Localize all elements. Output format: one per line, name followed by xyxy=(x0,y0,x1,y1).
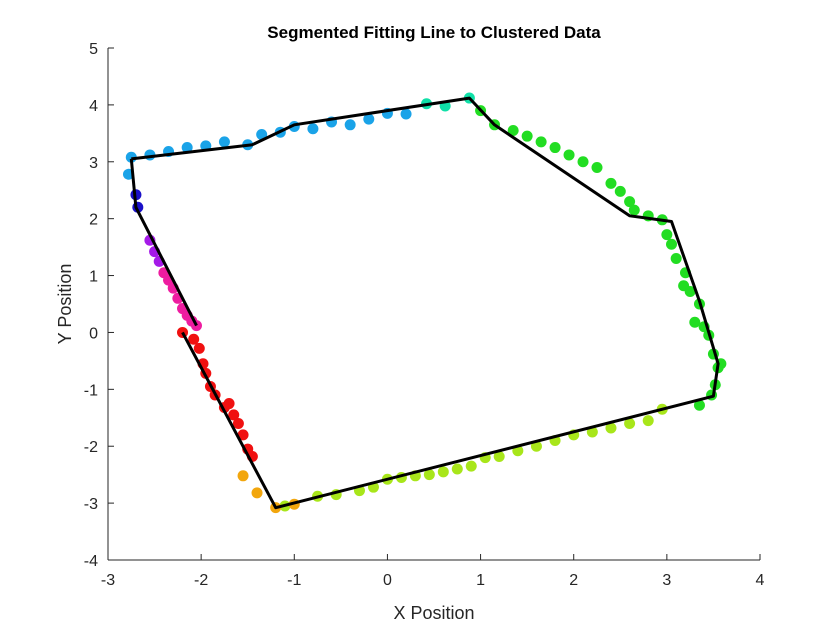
data-point xyxy=(493,450,505,462)
data-point xyxy=(251,487,263,499)
data-point xyxy=(344,119,356,131)
x-tick-label: 2 xyxy=(569,572,578,589)
data-point xyxy=(642,415,654,427)
data-point xyxy=(256,128,268,140)
data-point xyxy=(188,333,200,345)
y-tick-label: 5 xyxy=(89,41,98,58)
x-tick-label: 0 xyxy=(383,572,392,589)
data-point xyxy=(577,156,589,168)
axes xyxy=(107,48,760,561)
data-point xyxy=(693,399,705,411)
fit-lines xyxy=(129,96,720,510)
fit-line-segment xyxy=(131,96,720,510)
y-tick-label: -3 xyxy=(84,496,98,513)
data-point xyxy=(465,460,477,472)
data-point xyxy=(521,130,533,142)
data-point xyxy=(689,316,701,328)
data-point xyxy=(549,142,561,154)
data-point xyxy=(232,417,244,429)
data-point xyxy=(684,285,696,297)
data-point xyxy=(624,417,636,429)
y-tick-label: -2 xyxy=(84,439,98,456)
data-point xyxy=(223,398,235,410)
x-tick-label: -1 xyxy=(287,572,301,589)
x-tick-label: 1 xyxy=(476,572,485,589)
data-point xyxy=(605,177,617,189)
data-point xyxy=(605,422,617,434)
data-point xyxy=(591,161,603,173)
data-point xyxy=(614,185,626,197)
data-point xyxy=(451,463,463,475)
data-point xyxy=(237,470,249,482)
y-tick-label: 0 xyxy=(89,325,98,342)
scatter-marks xyxy=(122,92,727,514)
data-point xyxy=(363,113,375,125)
y-tick-label: -4 xyxy=(84,553,98,570)
y-tick-label: 1 xyxy=(89,269,98,286)
data-point xyxy=(666,238,678,250)
y-tick-label: 2 xyxy=(89,212,98,229)
data-point xyxy=(193,342,205,354)
data-point xyxy=(307,123,319,135)
data-point xyxy=(218,136,230,148)
data-point xyxy=(237,429,249,441)
x-axis-label: X Position xyxy=(393,603,474,623)
data-point xyxy=(181,142,193,154)
data-point xyxy=(563,149,575,161)
data-point xyxy=(670,252,682,264)
x-tick-label: -3 xyxy=(101,572,115,589)
data-point xyxy=(507,124,519,136)
y-tick-label: -1 xyxy=(84,382,98,399)
data-point xyxy=(228,409,240,421)
data-point xyxy=(535,136,547,148)
data-point xyxy=(400,108,412,120)
data-point xyxy=(423,469,435,481)
y-axis-label: Y Position xyxy=(55,264,75,345)
data-point xyxy=(437,466,449,478)
x-tick-label: 4 xyxy=(756,572,765,589)
x-tick-label: 3 xyxy=(662,572,671,589)
chart-title: Segmented Fitting Line to Clustered Data xyxy=(267,23,601,42)
y-tick-label: 4 xyxy=(89,98,98,115)
data-point xyxy=(624,196,636,208)
data-point xyxy=(628,204,640,216)
y-tick-label: 3 xyxy=(89,155,98,172)
data-point xyxy=(661,229,673,241)
data-point xyxy=(190,320,202,332)
x-tick-label: -2 xyxy=(194,572,208,589)
fit-line-segment xyxy=(129,158,198,327)
